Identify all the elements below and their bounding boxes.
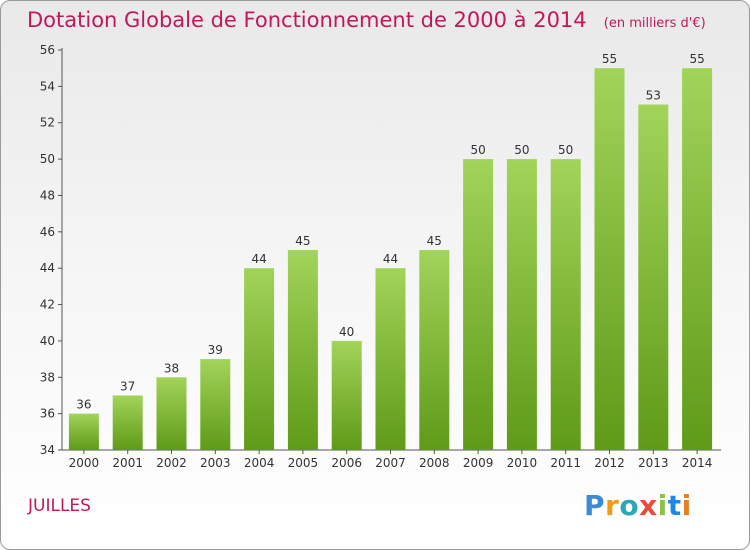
chart-title-row: Dotation Globale de Fonctionnement de 20… — [27, 8, 706, 32]
y-tick-label: 52 — [40, 116, 55, 130]
logo-letter: P — [584, 489, 606, 522]
data-label-2004: 44 — [251, 252, 266, 266]
logo-letter: t — [667, 489, 682, 522]
logo-letter: i — [657, 489, 668, 522]
x-tick-label-2012: 2012 — [594, 456, 625, 470]
data-label-2013: 53 — [646, 89, 661, 103]
bars: 36 37 38 39 44 45 40 44 45 50 50 50 55 53 55 — [68, 52, 713, 450]
x-tick-label-2006: 2006 — [331, 456, 362, 470]
data-label-2003: 39 — [208, 343, 223, 357]
bar-2013 — [638, 104, 669, 450]
bar-2014 — [682, 68, 713, 450]
y-tick-label: 42 — [40, 298, 55, 312]
data-label-2009: 50 — [470, 143, 485, 157]
y-tick-label: 54 — [40, 79, 55, 93]
data-label-2000: 36 — [76, 398, 91, 412]
bar-2010 — [506, 159, 537, 450]
logo-letter: r — [605, 489, 620, 522]
y-tick-label: 34 — [40, 443, 55, 457]
y-tick-label: 48 — [40, 188, 55, 202]
data-label-2008: 45 — [427, 234, 442, 248]
data-label-2010: 50 — [514, 143, 529, 157]
bar-2002 — [156, 377, 187, 450]
data-label-2012: 55 — [602, 52, 617, 66]
bar-2001 — [112, 395, 143, 450]
x-tick-label-2000: 2000 — [69, 456, 100, 470]
bar-2011 — [550, 159, 581, 450]
bar-2012 — [594, 68, 625, 450]
bar-2006 — [331, 340, 362, 450]
data-label-2001: 37 — [120, 379, 135, 393]
bar-2003 — [200, 359, 231, 450]
x-tick-label-2008: 2008 — [419, 456, 450, 470]
y-tick-label: 46 — [40, 225, 55, 239]
bar-2004 — [244, 268, 275, 450]
y-tick-label: 44 — [40, 261, 55, 275]
y-tick-label: 50 — [40, 152, 55, 166]
data-label-2014: 55 — [689, 52, 704, 66]
x-tick-label-2002: 2002 — [156, 456, 187, 470]
chart-unit: (en milliers d'€) — [603, 16, 706, 31]
bar-2000 — [68, 413, 99, 450]
bar-2008 — [419, 250, 450, 450]
chart-title: Dotation Globale de Fonctionnement de 20… — [27, 8, 587, 32]
x-tick-label-2005: 2005 — [288, 456, 319, 470]
logo-letter: x — [639, 489, 658, 522]
x-tick-label-2007: 2007 — [375, 456, 406, 470]
x-tick-label-2013: 2013 — [638, 456, 669, 470]
x-tick-label-2010: 2010 — [507, 456, 538, 470]
bar-2007 — [375, 268, 406, 450]
data-label-2002: 38 — [164, 361, 179, 375]
bar-2005 — [287, 250, 318, 450]
axes: 34 36 38 40 42 44 46 48 50 52 54 56 2000 2001 2002 2003… — [40, 43, 721, 470]
data-label-2005: 45 — [295, 234, 310, 248]
proxiti-logo: Proxiti — [584, 489, 692, 522]
place-name: JUILLES — [28, 496, 91, 516]
x-tick-label-2003: 2003 — [200, 456, 231, 470]
data-label-2007: 44 — [383, 252, 398, 266]
x-tick-label-2014: 2014 — [682, 456, 713, 470]
x-tick-label-2009: 2009 — [463, 456, 494, 470]
x-tick-label-2011: 2011 — [550, 456, 581, 470]
logo-letter: i — [681, 489, 692, 522]
y-tick-label: 36 — [40, 407, 55, 421]
bar-2009 — [463, 159, 494, 450]
y-tick-label: 40 — [40, 334, 55, 348]
x-tick-label-2001: 2001 — [112, 456, 143, 470]
x-tick-label-2004: 2004 — [244, 456, 275, 470]
data-label-2011: 50 — [558, 143, 573, 157]
data-label-2006: 40 — [339, 325, 354, 339]
y-tick-label: 38 — [40, 370, 55, 384]
logo-letter: o — [619, 489, 640, 522]
y-tick-label: 56 — [40, 43, 55, 57]
